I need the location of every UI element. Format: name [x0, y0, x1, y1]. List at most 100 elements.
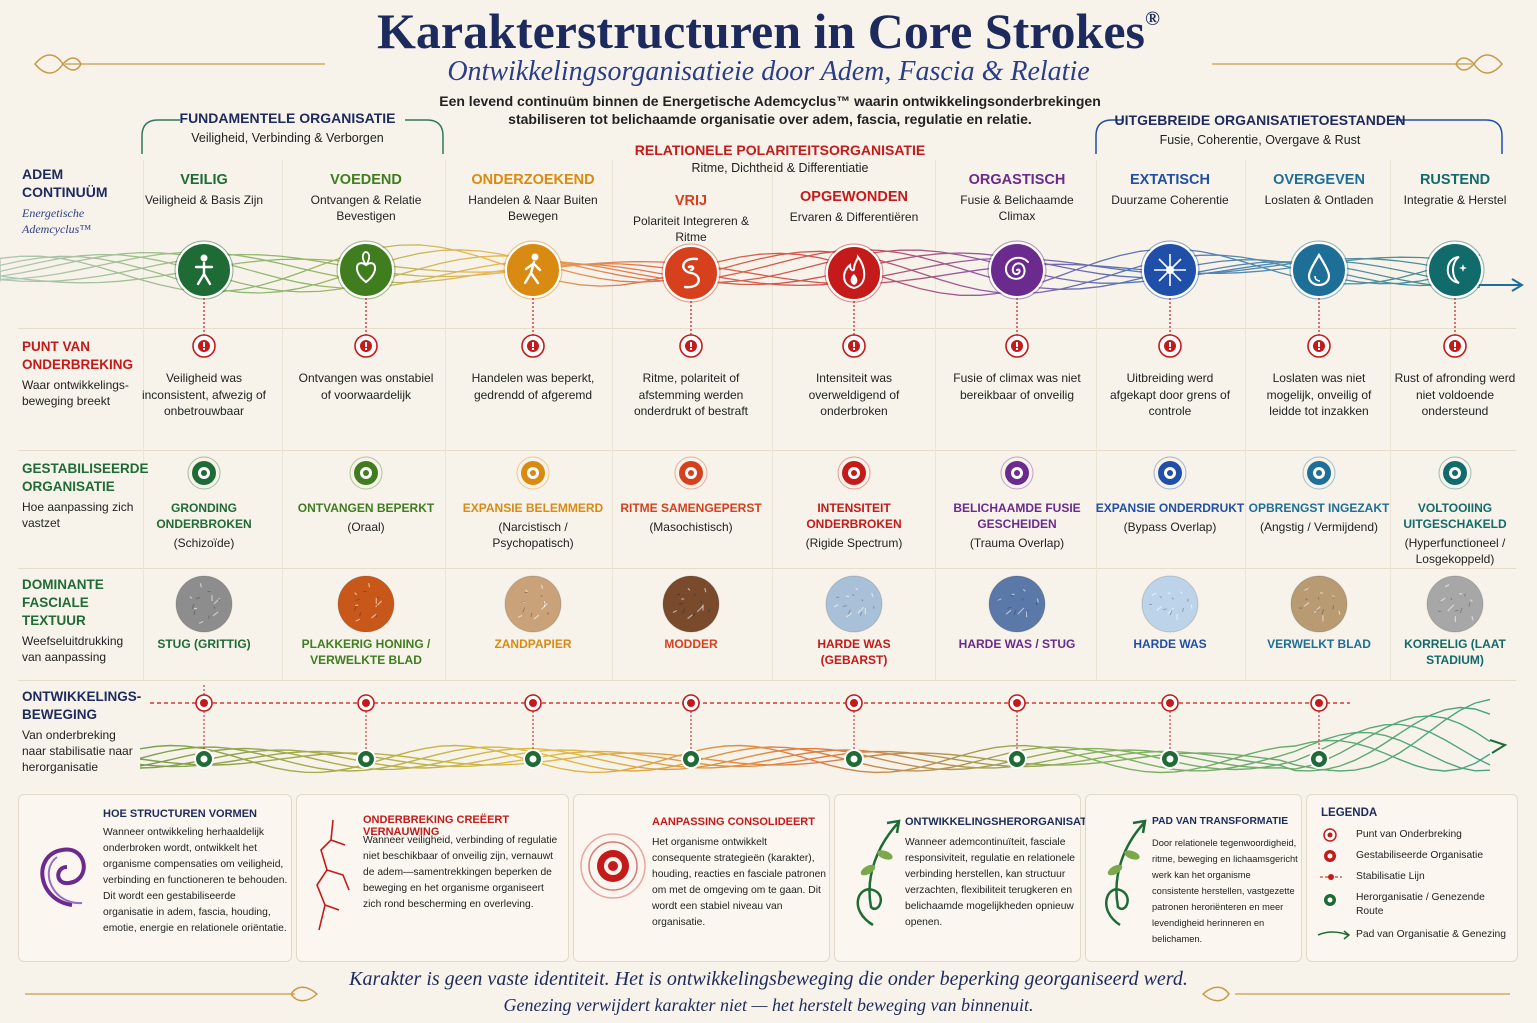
group-title-extended: UITGEBREIDE ORGANISATIETOESTANDEN [1114, 112, 1406, 128]
break-point-icon [192, 334, 216, 358]
break-point-icon [1158, 334, 1182, 358]
stabilized-org-icon [516, 456, 550, 490]
column-divider [612, 160, 613, 680]
fascia-texture-icon [1141, 575, 1199, 633]
texture-name: HARDE WAS / STUG [958, 637, 1076, 651]
group-title-relational: RELATIONELE POLARITEITSORGANISATIE [634, 142, 926, 158]
group-sub-fundamental: Veiligheid, Verbinding & Verborgen [191, 131, 384, 145]
stage-desc: Duurzame Coherentie [1111, 193, 1229, 207]
break-point-icon [1307, 334, 1331, 358]
break-text: Uitbreiding werd afgekapt door grens of … [1109, 371, 1231, 418]
break-text: Intensiteit was overweldigend of onderbr… [808, 371, 900, 418]
stabilized-org: RITME SAMENGEPERST (Masochistisch) [616, 500, 766, 535]
path-arrow-icon [1318, 930, 1351, 940]
fascia-texture-icon [1290, 575, 1348, 633]
card-reorganisation: ONTWIKKELINGSHERORGANISATIE Wanneer adem… [834, 794, 1097, 962]
stage-header: OVERGEVEN Loslaten & Ontladen [1244, 172, 1394, 208]
stabilized-org: ONTVANGEN BEPERKT (Oraal) [291, 500, 441, 535]
org-type: (Masochistisch) [649, 520, 733, 534]
drop-icon [1289, 240, 1349, 300]
development-movement-diagram [140, 685, 1508, 774]
legend-item: Punt van Onderbreking [1356, 829, 1462, 840]
row-label-breath: ADEM CONTINUÜM Energetische Ademcyclus™ [22, 166, 108, 236]
column-divider [143, 160, 144, 680]
stabilized-org-icon [1324, 850, 1336, 862]
break-point-icon [1005, 334, 1029, 358]
stage-header: RUSTEND Integratie & Herstel [1380, 172, 1530, 208]
group-bracket-extended [1095, 119, 1503, 154]
footer-ornament-right-icon [1201, 986, 1510, 1002]
stabilized-org: BELICHAAMDE FUSIE GESCHEIDEN (Trauma Ove… [942, 500, 1092, 551]
fascia-texture-icon [504, 575, 562, 633]
fascia-texture-icon [175, 575, 233, 633]
org-type: (Bypass Overlap) [1123, 520, 1217, 534]
texture-name: HARDE WAS (GEBARST) [817, 637, 891, 667]
stage-name: ONDERZOEKEND [471, 172, 595, 188]
stabilized-org: GRONDING ONDERBROKEN (Schizoïde) [129, 500, 279, 551]
stage-name: OVERGEVEN [1273, 172, 1365, 188]
column-divider [935, 160, 936, 680]
stage-header: OPGEWONDEN Ervaren & Differentiëren [779, 189, 929, 225]
org-type: (Schizoïde) [173, 536, 235, 550]
stage-header: ONDERZOEKEND Handelen & Naar Buiten Bewe… [458, 172, 608, 224]
sparkle-icon [1140, 240, 1200, 300]
fascia-texture-icon [988, 575, 1046, 633]
org-name: EXPANSIE ONDERDRUKT [1095, 501, 1245, 515]
org-type: (Oraal) [347, 520, 385, 534]
moon-star-icon [1425, 240, 1485, 300]
row-label-fascia: DOMINANTE FASCIALE TEXTUUR Weefseluitdru… [22, 577, 124, 664]
target-icon [580, 833, 646, 899]
stage-desc: Ervaren & Differentiëren [789, 210, 919, 224]
break-point-icon [521, 334, 545, 358]
column-divider [282, 160, 283, 680]
page-subtitle: Ontwikkelingsorganisatieie door Adem, Fa… [447, 56, 1090, 87]
break-point-icon [842, 334, 866, 358]
row-divider [18, 328, 1516, 329]
break-text: Ontvangen was onstabiel of voorwaardelij… [298, 371, 434, 402]
intro-text: Een levend continuüm binnen de Energetis… [439, 93, 1101, 127]
org-name: INTENSITEIT ONDERBROKEN [806, 501, 902, 531]
sprout-arrow-icon [1105, 819, 1147, 927]
ornament-right-icon [1212, 54, 1503, 74]
stabilized-org-icon [674, 456, 708, 490]
org-name: VOLTOOIING UITGESCHAKELD [1403, 501, 1507, 531]
stage-desc: Loslaten & Ontladen [1264, 193, 1374, 207]
texture-name: PLAKKERIG HONING / VERWELKTE BLAD [301, 637, 431, 667]
break-text: Handelen was beperkt, gedrendd of afgere… [471, 371, 595, 402]
person-icon [174, 240, 234, 300]
group-sub-extended: Fusie, Coherentie, Overgave & Rust [1159, 133, 1361, 147]
break-point-icon [354, 334, 378, 358]
column-divider [772, 160, 773, 680]
card-structures: HOE STRUCTUREN VORMEN Wanneer ontwikkeli… [18, 794, 292, 962]
column-divider [1245, 160, 1246, 680]
card-adaptation: AANPASSING CONSOLIDEERT Het organisme on… [573, 794, 830, 962]
stage-name: VOEDEND [330, 172, 402, 188]
org-name: ONTVANGEN BEPERKT [297, 501, 435, 515]
footer-line-2: Genezing verwijdert karakter niet — het … [503, 995, 1034, 1015]
org-type: (Rigide Spectrum) [805, 536, 903, 550]
ornament-left-icon [34, 54, 325, 74]
stage-header: ORGASTISCH Fusie & Belichaamde Climax [942, 172, 1092, 224]
swirl-icon [40, 847, 86, 907]
stage-desc: Fusie & Belichaamde Climax [960, 193, 1074, 223]
footer-line-1: Karakter is geen vaste identiteit. Het i… [349, 968, 1188, 990]
row-label-movement: ONTWIKKELINGS-BEWEGING Van onderbreking … [22, 689, 142, 774]
legend-symbols [1318, 828, 1351, 940]
column-divider [1096, 160, 1097, 680]
stage-desc: Handelen & Naar Buiten Bewegen [468, 193, 598, 223]
stage-desc: Polariteit Integreren & Ritme [632, 214, 750, 244]
stage-header: EXTATISCH Duurzame Coherentie [1095, 172, 1245, 208]
org-name: RITME SAMENGEPERST [620, 501, 762, 515]
break-point-icon [1323, 828, 1337, 842]
row-divider [18, 680, 1516, 681]
org-name: GRONDING ONDERBROKEN [156, 501, 252, 531]
group-bracket-fundamental [141, 119, 444, 154]
column-divider [445, 160, 446, 680]
legend-item: Stabilisatie Lijn [1356, 871, 1425, 882]
org-name: OPBRENGST INGEZAKT [1248, 501, 1390, 515]
stage-name: RUSTEND [1419, 172, 1491, 188]
fascia-texture-icon [1426, 575, 1484, 633]
footer-ornament-left-icon [25, 986, 319, 1002]
stabilized-org-icon [187, 456, 221, 490]
org-type: (Narcistisch / Psychopatisch) [492, 520, 574, 550]
